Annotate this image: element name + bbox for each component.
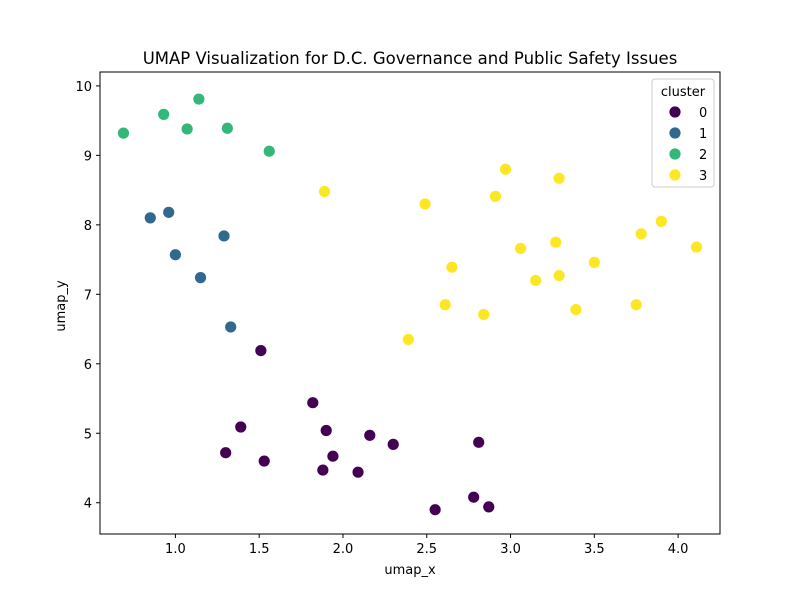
scatter-point-cluster-0	[257, 454, 271, 468]
scatter-point-cluster-3	[318, 185, 331, 198]
scatter-point-cluster-3	[549, 235, 563, 249]
x-tick-label: 1.5	[249, 542, 270, 557]
scatter-point-cluster-0	[319, 424, 333, 437]
x-tick-label: 4.0	[668, 542, 689, 557]
scatter-point-cluster-0	[482, 500, 496, 514]
scatter-point-cluster-3	[552, 171, 566, 185]
scatter-point-cluster-1	[224, 320, 238, 334]
x-tick-label: 2.0	[333, 542, 354, 557]
scatter-point-cluster-1	[217, 229, 231, 243]
scatter-point-cluster-0	[363, 428, 377, 442]
scatter-point-cluster-3	[514, 242, 527, 255]
y-tick-label: 9	[84, 149, 92, 164]
scatter-point-cluster-0	[306, 396, 320, 410]
scatter-point-cluster-0	[428, 503, 442, 517]
chart-title: UMAP Visualization for D.C. Governance a…	[143, 49, 678, 68]
x-tick-label: 3.5	[584, 542, 605, 557]
scatter-point-cluster-3	[654, 214, 668, 228]
y-tick-label: 8	[84, 219, 92, 234]
scatter-point-cluster-0	[254, 344, 268, 357]
scatter-point-cluster-3	[418, 197, 432, 211]
legend-title: cluster	[661, 85, 706, 100]
x-axis-label: umap_x	[384, 563, 436, 578]
legend-frame	[651, 78, 715, 188]
x-tick-label: 3.0	[500, 542, 521, 557]
scatter-point-cluster-2	[117, 126, 130, 140]
scatter-point-cluster-3	[438, 298, 452, 312]
y-tick-label: 7	[84, 288, 92, 303]
legend-marker-cluster-2	[668, 147, 682, 161]
scatter-point-cluster-3	[477, 308, 491, 321]
x-tick-label: 2.5	[416, 542, 437, 557]
scatter-point-cluster-3	[445, 260, 459, 274]
points-layer	[117, 92, 703, 517]
scatter-point-cluster-0	[234, 420, 248, 434]
legend-label-cluster-1: 1	[699, 127, 707, 142]
scatter-point-cluster-3	[552, 269, 566, 282]
legend: cluster 0 1 2 3	[651, 78, 715, 188]
scatter-point-cluster-2	[157, 107, 171, 121]
scatter-point-cluster-2	[192, 92, 206, 106]
scatter-point-cluster-2	[262, 144, 276, 158]
scatter-point-cluster-3	[489, 189, 502, 203]
legend-marker-cluster-1	[668, 126, 682, 140]
scatter-point-cluster-3	[690, 240, 703, 254]
scatter-point-cluster-0	[472, 435, 486, 449]
x-tick-label: 1.0	[165, 542, 186, 557]
legend-marker-cluster-0	[668, 105, 682, 119]
scatter-point-cluster-0	[316, 463, 330, 477]
scatter-point-cluster-3	[587, 255, 601, 269]
scatter-point-cluster-0	[219, 446, 233, 460]
scatter-point-cluster-0	[351, 465, 365, 479]
legend-label-cluster-2: 2	[699, 148, 707, 163]
y-tick-label: 5	[84, 427, 92, 442]
plot-frame	[99, 71, 721, 535]
scatter-point-cluster-1	[194, 271, 207, 285]
scatter-point-cluster-3	[569, 303, 583, 317]
scatter-point-cluster-1	[162, 205, 176, 219]
scatter-point-cluster-3	[401, 333, 415, 346]
scatter-point-cluster-2	[220, 121, 234, 135]
scatter-point-cluster-0	[467, 490, 481, 504]
scatter-point-cluster-3	[499, 162, 512, 176]
legend-label-cluster-0: 0	[699, 106, 707, 121]
scatter-point-cluster-1	[143, 211, 157, 225]
scatter-point-cluster-3	[634, 227, 648, 241]
y-tick-label: 4	[84, 497, 92, 512]
y-axis-label: umap_y	[54, 280, 69, 332]
scatter-point-cluster-1	[169, 248, 182, 262]
y-tick-label: 10	[75, 80, 92, 95]
scatter-point-cluster-0	[326, 449, 340, 463]
scatter-point-cluster-3	[629, 298, 643, 312]
scatter-point-cluster-3	[529, 274, 543, 287]
scatter-point-cluster-2	[180, 122, 194, 136]
y-tick-label: 6	[84, 358, 92, 373]
legend-marker-cluster-3	[668, 168, 682, 182]
scatter-point-cluster-0	[386, 437, 400, 451]
legend-label-cluster-3: 3	[699, 169, 707, 184]
